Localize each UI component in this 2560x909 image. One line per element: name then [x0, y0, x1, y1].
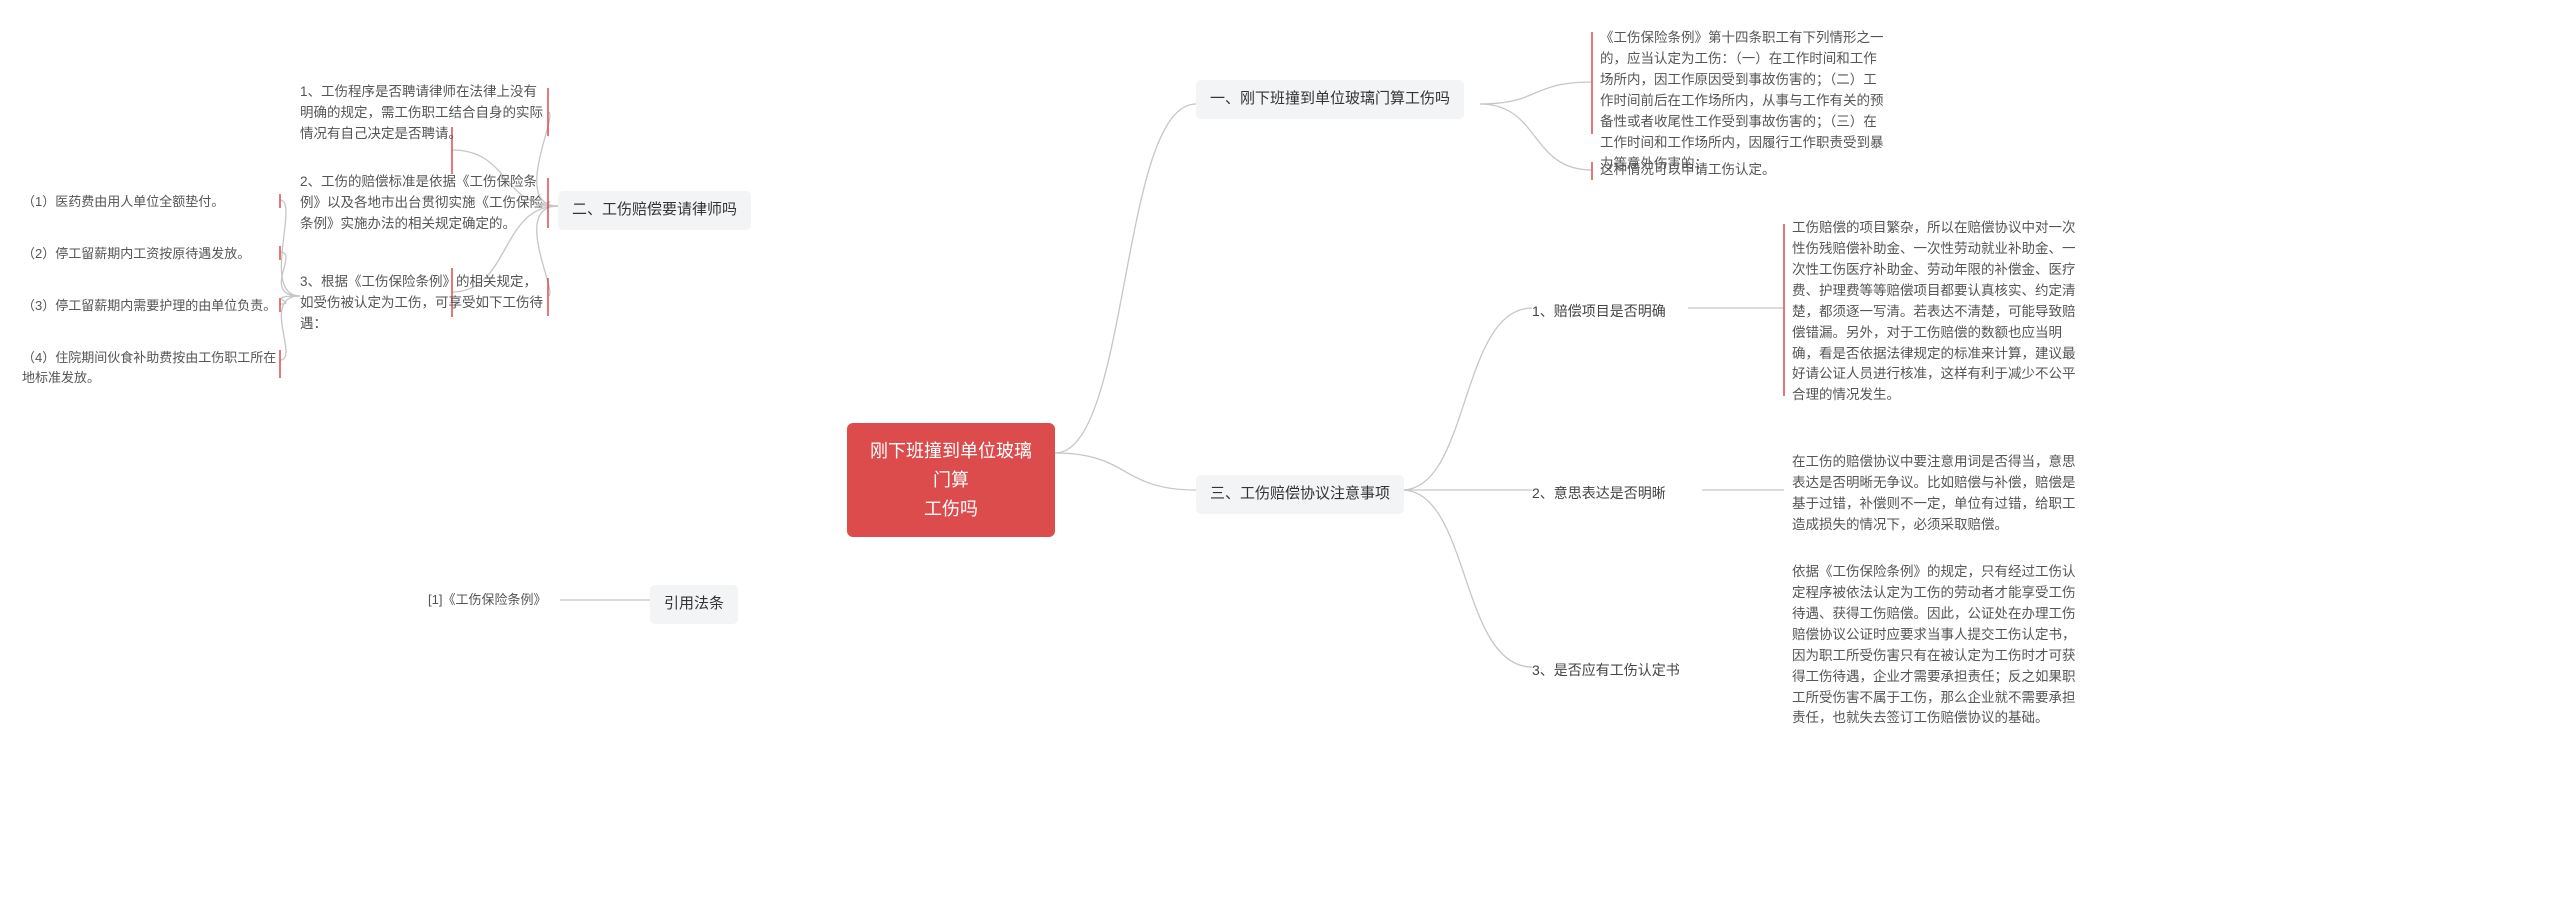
section-1: 一、刚下班撞到单位玻璃门算工伤吗 [1196, 80, 1464, 119]
section-3-desc-0: 工伤赔偿的项目繁杂，所以在赔偿协议中对一次性伤残赔偿补助金、一次性劳动就业补助金… [1792, 218, 2084, 406]
Z-leaf-3: （4）住院期间伙食补助费按由工伤职工所在地标准发放。 [22, 348, 278, 388]
section-2-title: 二、工伤赔偿要请律师吗 [572, 201, 737, 218]
section-3-sub-2: 3、是否应有工伤认定书 [1532, 656, 1680, 685]
section-1-title: 一、刚下班撞到单位玻璃门算工伤吗 [1210, 90, 1450, 107]
section-1-item-0: 《工伤保险条例》第十四条职工有下列情形之一的，应当认定为工伤：（一）在工作时间和… [1600, 28, 1890, 174]
section-3-desc-1: 在工伤的赔偿协议中要注意用词是否得当，意思表达是否明晰无争议。比如赔偿与补偿，赔… [1792, 452, 2084, 536]
mindmap-root: 刚下班撞到单位玻璃门算 工伤吗 [847, 423, 1055, 537]
Z-leaf-2: （3）停工留薪期内需要护理的由单位负责。 [22, 296, 278, 316]
citation-item: [1]《工伤保险条例》 [428, 590, 558, 610]
root-line2: 工伤吗 [924, 499, 978, 519]
Z-item2: 2、工伤的赔偿标准是依据《工伤保险条例》以及各地市出台贯彻实施《工伤保险条例》实… [300, 172, 544, 235]
section-2: 二、工伤赔偿要请律师吗 [558, 191, 751, 230]
section-3-title: 三、工伤赔偿协议注意事项 [1210, 485, 1390, 502]
section-3-sub-1: 2、意思表达是否明晰 [1532, 479, 1666, 508]
citation-title: 引用法条 [664, 595, 724, 612]
Z-leaf-1: （2）停工留薪期内工资按原待遇发放。 [22, 244, 278, 264]
Z-sub3: 3、根据《工伤保险条例》的相关规定，如受伤被认定为工伤，可享受如下工伤待遇： [300, 272, 544, 335]
section-3-sub-0: 1、赔偿项目是否明确 [1532, 297, 1666, 326]
section-1-item-1: 这种情况可以申请工伤认定。 [1600, 160, 1776, 181]
root-line1: 刚下班撞到单位玻璃门算 [870, 441, 1032, 490]
section-3-desc-2: 依据《工伤保险条例》的规定，只有经过工伤认定程序被依法认定为工伤的劳动者才能享受… [1792, 562, 2084, 729]
section-3: 三、工伤赔偿协议注意事项 [1196, 475, 1404, 514]
Z-leaf-0: （1）医药费由用人单位全额垫付。 [22, 192, 278, 212]
citation: 引用法条 [650, 585, 738, 624]
Z-item1: 1、工伤程序是否聘请律师在法律上没有明确的规定，需工伤职工结合自身的实际情况有自… [300, 82, 544, 145]
